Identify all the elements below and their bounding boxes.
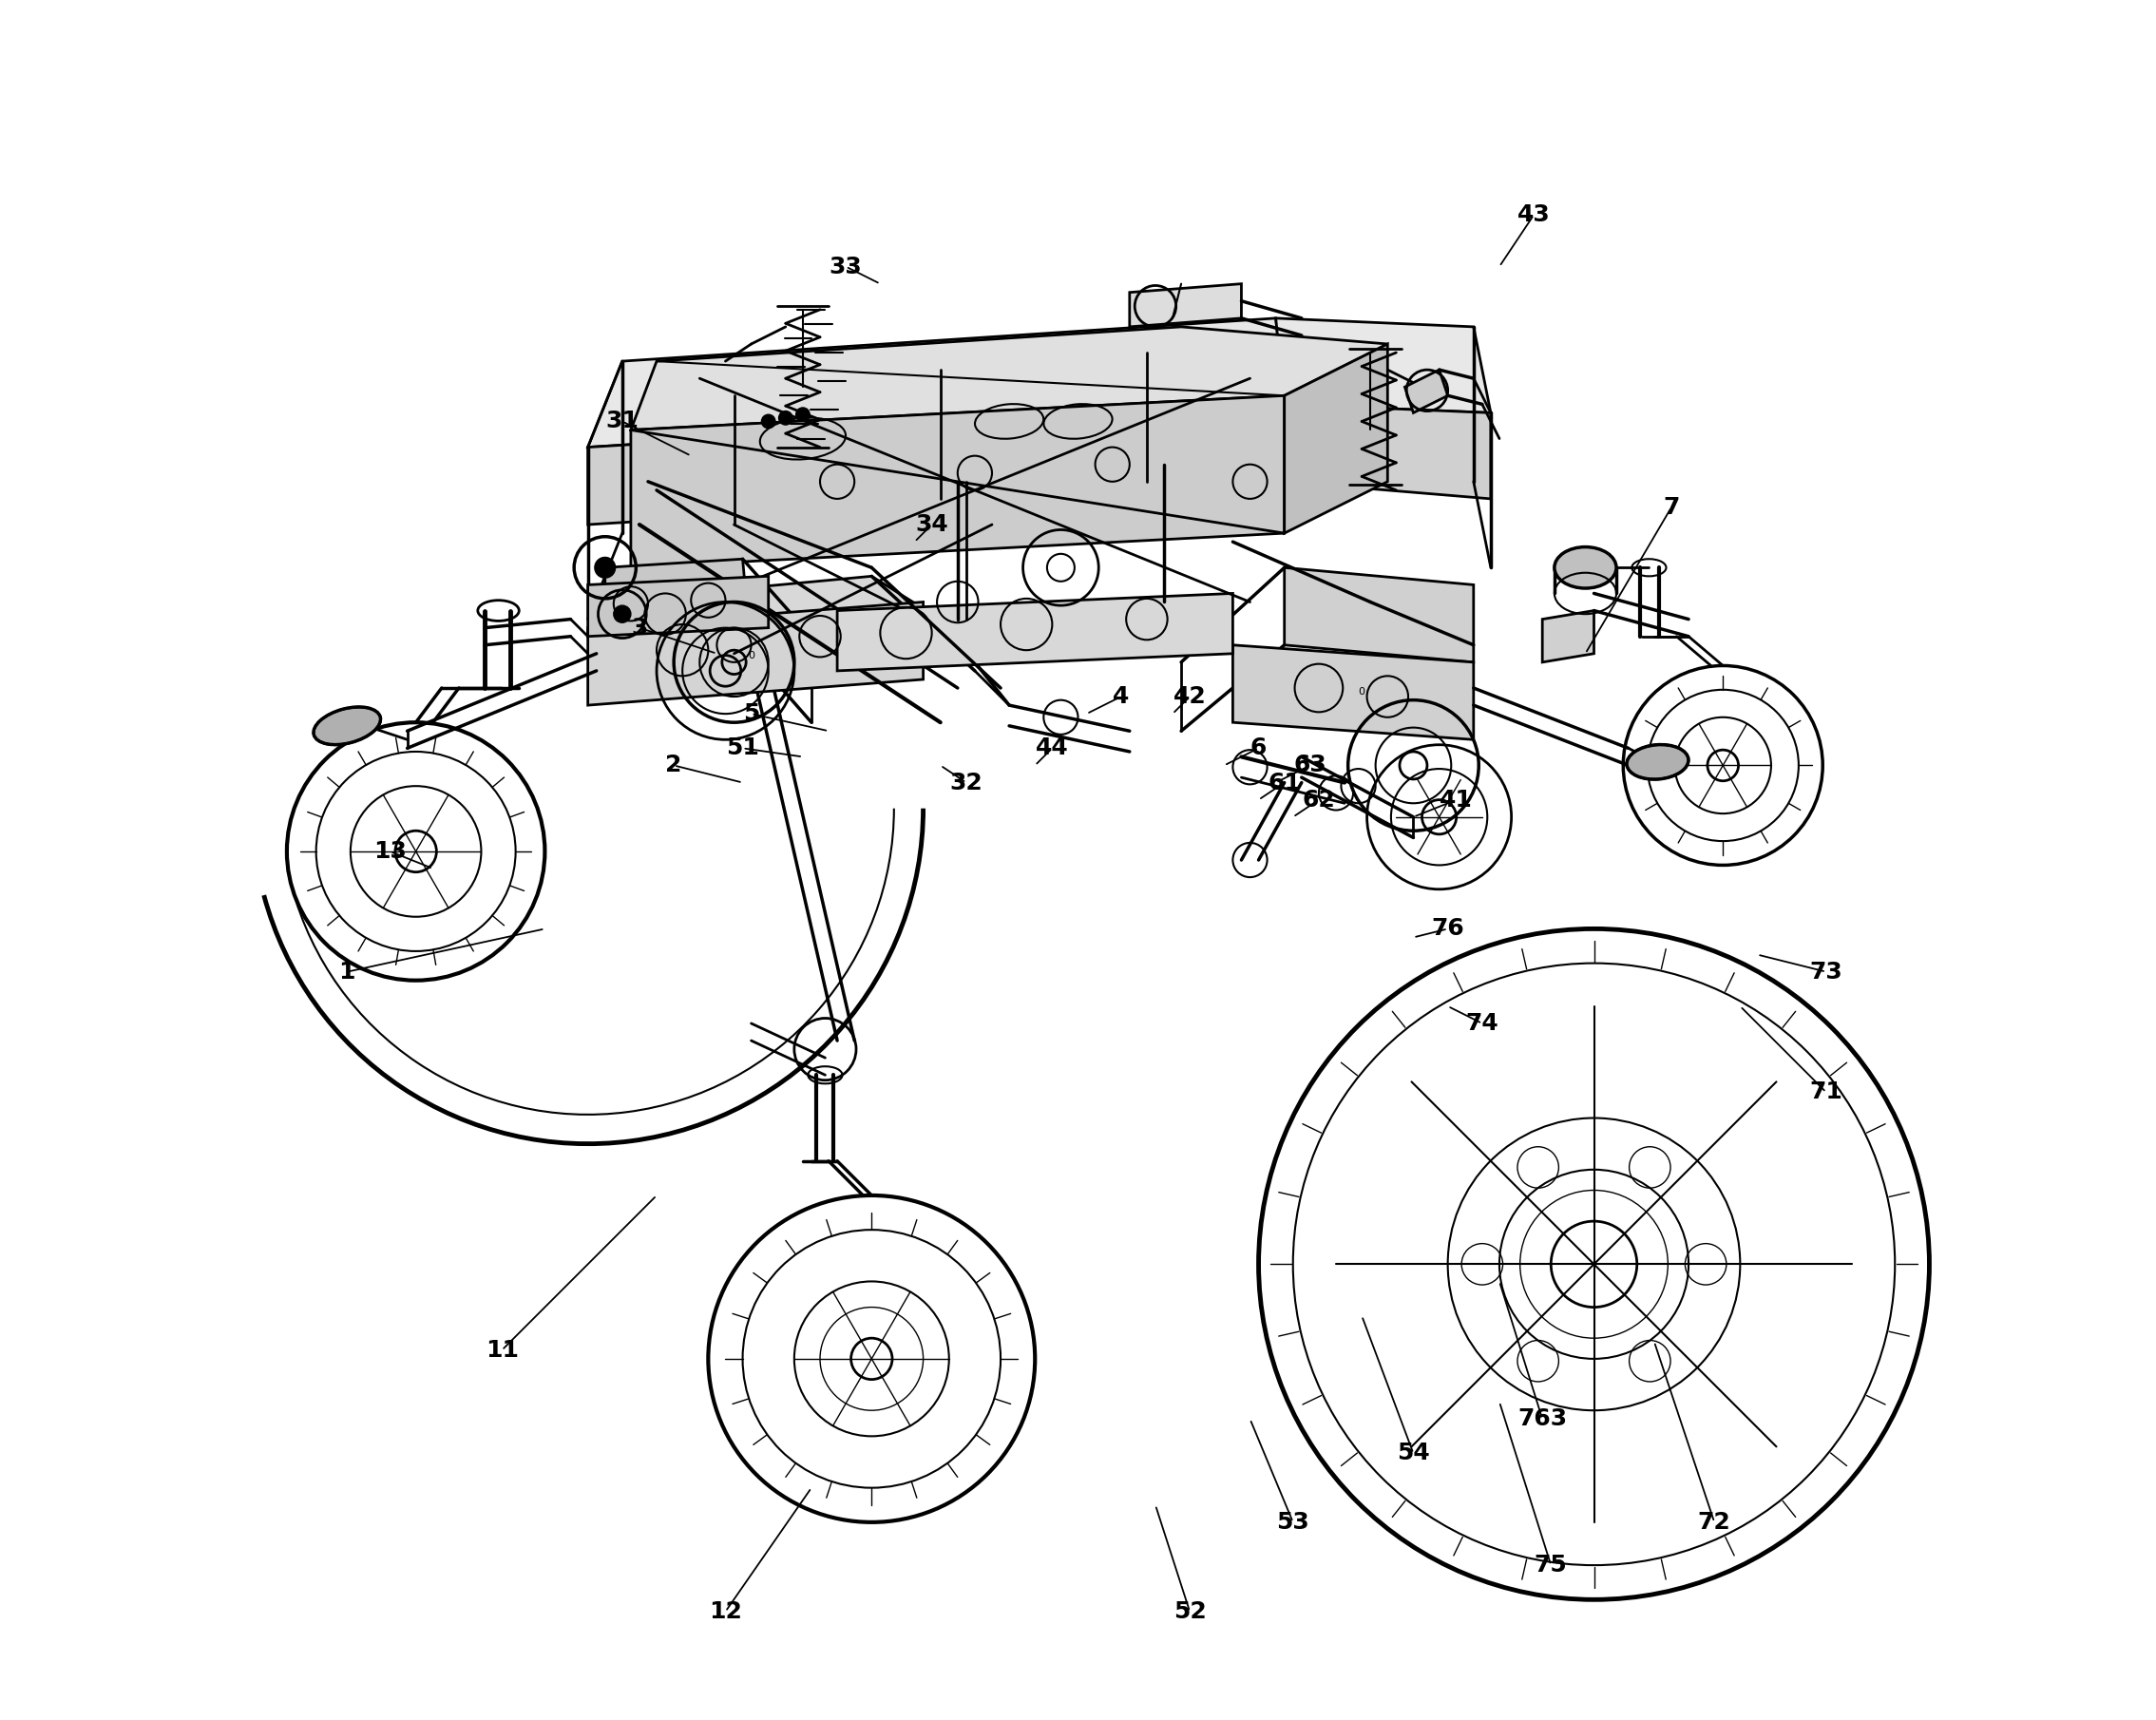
Polygon shape (1233, 645, 1473, 740)
Polygon shape (632, 327, 1388, 430)
Text: 34: 34 (916, 513, 949, 537)
Text: 71: 71 (1809, 1080, 1843, 1104)
Text: 74: 74 (1466, 1011, 1498, 1035)
Circle shape (614, 605, 632, 623)
Polygon shape (1285, 404, 1490, 499)
Text: 42: 42 (1173, 685, 1207, 709)
Text: 11: 11 (485, 1338, 517, 1362)
Text: 51: 51 (727, 736, 759, 760)
Text: 31: 31 (606, 409, 638, 433)
Text: 76: 76 (1432, 917, 1464, 941)
Text: 75: 75 (1535, 1553, 1567, 1577)
Polygon shape (837, 593, 1233, 671)
Polygon shape (632, 396, 1285, 568)
Text: 41: 41 (1440, 788, 1473, 812)
Circle shape (778, 411, 793, 425)
Text: 3: 3 (632, 616, 647, 640)
Polygon shape (1406, 370, 1449, 413)
Text: 72: 72 (1697, 1510, 1731, 1534)
Text: 0: 0 (748, 650, 755, 660)
Text: 53: 53 (1276, 1510, 1309, 1534)
Text: 12: 12 (709, 1600, 742, 1624)
Text: 13: 13 (373, 839, 407, 863)
Ellipse shape (1554, 547, 1617, 588)
Polygon shape (606, 559, 750, 662)
Circle shape (796, 408, 811, 421)
Polygon shape (589, 602, 923, 705)
Text: 32: 32 (949, 771, 983, 795)
Polygon shape (1276, 318, 1490, 413)
Text: 52: 52 (1173, 1600, 1207, 1624)
Text: 54: 54 (1397, 1441, 1429, 1465)
Text: 73: 73 (1809, 960, 1843, 984)
Text: 4: 4 (1112, 685, 1130, 709)
Text: 62: 62 (1302, 788, 1335, 812)
Polygon shape (589, 318, 1285, 447)
Polygon shape (1542, 611, 1593, 662)
Circle shape (595, 557, 614, 578)
Polygon shape (597, 576, 940, 645)
Text: 5: 5 (744, 702, 759, 726)
Text: 44: 44 (1035, 736, 1069, 760)
Polygon shape (1285, 344, 1388, 533)
Ellipse shape (1628, 745, 1688, 779)
Polygon shape (589, 404, 1285, 525)
Polygon shape (1285, 568, 1473, 662)
Text: 63: 63 (1294, 753, 1326, 777)
Polygon shape (589, 576, 768, 636)
Text: 43: 43 (1518, 203, 1550, 227)
Text: 33: 33 (830, 255, 862, 279)
Ellipse shape (313, 707, 382, 745)
Text: 6: 6 (1250, 736, 1268, 760)
Text: 7: 7 (1662, 495, 1680, 519)
Text: 2: 2 (666, 753, 681, 777)
Text: 763: 763 (1518, 1407, 1567, 1431)
Text: 1: 1 (338, 960, 356, 984)
Text: 0: 0 (1358, 686, 1365, 697)
Circle shape (761, 415, 776, 428)
Text: 61: 61 (1268, 771, 1300, 795)
Polygon shape (1130, 284, 1242, 327)
